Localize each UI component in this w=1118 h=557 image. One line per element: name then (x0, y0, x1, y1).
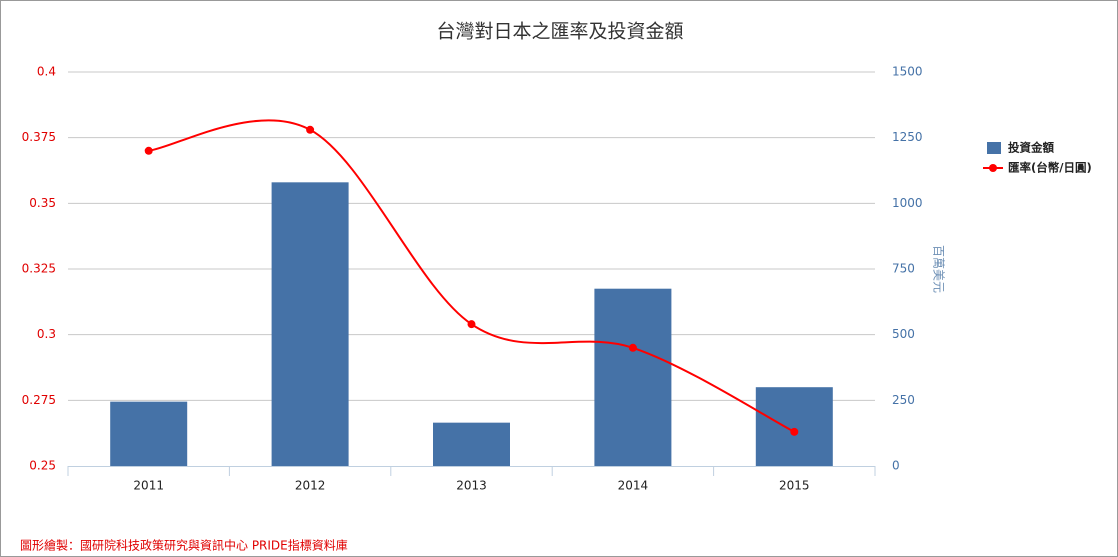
y2-tick-label: 1250 (892, 130, 923, 144)
x-tick-label: 2015 (779, 479, 810, 493)
y-tick-label: 0.275 (22, 393, 56, 407)
y2-tick-label: 500 (892, 327, 915, 341)
y-tick-label: 0.3 (37, 327, 56, 341)
chart-title: 台灣對日本之匯率及投資金額 (436, 21, 683, 43)
line-marker (144, 146, 153, 155)
bar (594, 288, 672, 466)
x-tick-label: 2012 (295, 479, 326, 493)
y2-tick-label: 750 (892, 262, 915, 276)
bar (271, 182, 349, 466)
y2-tick-label: 1000 (892, 196, 923, 210)
y-tick-label: 0.375 (22, 130, 56, 144)
line-marker (306, 125, 315, 134)
y-tick-label: 0.25 (29, 459, 56, 473)
x-tick-label: 2014 (618, 479, 649, 493)
y2-tick-label: 250 (892, 393, 915, 407)
y-tick-label: 0.35 (29, 196, 56, 210)
note: 圖形繪製：國研院科技政策研究與資訊中心 PRIDE指標資料庫 (20, 538, 348, 553)
x-tick-label: 2013 (456, 479, 487, 493)
legend-label: 匯率(台幣/日圓) (1008, 161, 1092, 175)
line-marker (628, 343, 637, 352)
bar (755, 387, 833, 466)
y-tick-label: 0.325 (22, 262, 56, 276)
bar (110, 401, 188, 466)
line-marker (790, 427, 799, 436)
line (148, 119, 795, 433)
legend-swatch (989, 164, 997, 172)
y2-tick-label: 1500 (892, 65, 923, 79)
legend-label: 投資金額 (1008, 141, 1054, 155)
y2-tick-label: 0 (892, 459, 900, 473)
x-tick-label: 2011 (133, 479, 164, 493)
legend-swatch (987, 142, 1001, 154)
bar (433, 422, 510, 466)
line-marker (467, 320, 476, 329)
y-tick-label: 0.4 (37, 65, 56, 79)
y2-axis-label: 百萬美元 (932, 245, 946, 293)
